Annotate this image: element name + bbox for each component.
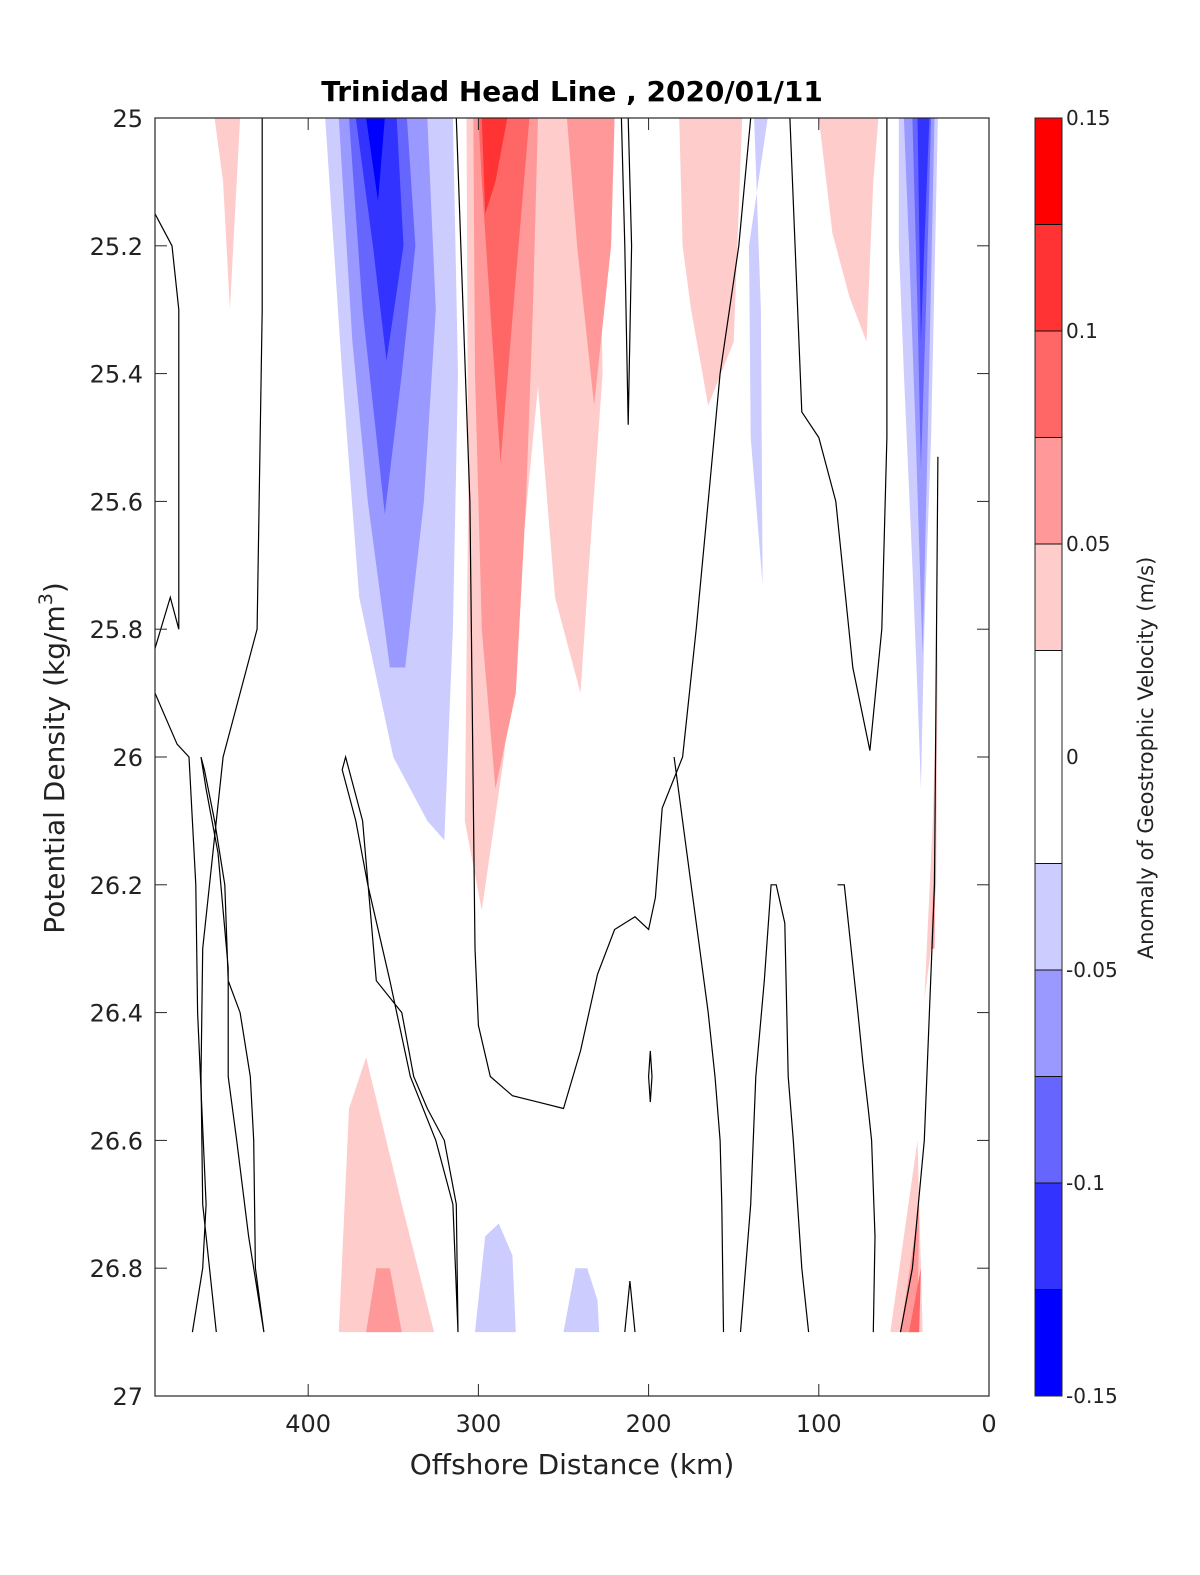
zero-contour-line-12 [837,884,876,1333]
y-tick-label: 26.8 [90,1255,143,1283]
filled-region-10 [566,118,615,406]
colorbar-tick-label: -0.15 [1066,1384,1118,1408]
x-tick-label: 0 [981,1410,996,1438]
filled-region-23 [563,1268,600,1333]
filled-region-9 [481,118,508,214]
zero-contour-line-10 [789,118,888,751]
y-tick-label: 25 [112,105,143,133]
filled-region-19 [931,789,937,949]
colorbar-swatch-0 [1035,118,1062,225]
zero-contour-line-13 [899,456,939,1333]
filled-region-20 [338,1057,435,1333]
x-tick-label: 100 [796,1410,842,1438]
colorbar-tick-label: 0.15 [1066,106,1111,130]
colorbar-tick-label: 0.05 [1066,532,1111,556]
zero-contour-line-1 [155,692,207,1333]
colorbar-swatch-9 [1035,1183,1062,1290]
y-tick-label: 26.6 [90,1127,143,1155]
filled-region-21 [366,1268,402,1333]
colorbar-swatch-10 [1035,1289,1062,1396]
y-axis-label-superscript: 3 [35,593,57,605]
filled-region-25 [900,1204,920,1333]
x-axis: 400 300 200 100 0 [285,118,997,1438]
colorbar-swatch-4 [1035,544,1062,651]
zero-contour-line-11 [739,884,810,1333]
colorbar-frame [1034,117,1063,1397]
y-tick-label: 26.4 [90,1000,143,1028]
zero-contour-line-4 [341,754,459,1333]
zero-contour-line-0 [155,213,180,649]
zero-contour-line-5 [455,118,752,1110]
x-tick-label: 400 [285,1410,331,1438]
colorbar: 0.15 0.1 0.05 0 -0.05 -0.1 -0.15 [1034,106,1118,1408]
zero-contour-line-9 [673,756,725,1333]
filled-contours [214,118,938,1333]
zero-contour-line-7 [647,1050,653,1103]
filled-region-8 [478,118,530,464]
zero-contour-line-2 [200,118,263,1333]
colorbar-swatch-3 [1035,437,1062,544]
colorbar-swatch-6 [1035,863,1062,970]
filled-region-22 [475,1223,516,1333]
filled-region-12 [749,118,768,585]
colorbar-tick-label: 0 [1066,745,1079,769]
y-tick-label: 27 [112,1383,143,1411]
colorbar-swatch-8 [1035,1076,1062,1183]
y-tick-label: 26.2 [90,872,143,900]
y-tick-label: 25.6 [90,488,143,516]
filled-region-13 [818,118,879,342]
y-tick-label: 25.8 [90,616,143,644]
y-tick-label: 26 [112,744,143,772]
colorbar-label: Anomaly of Geostrophic Velocity (m/s) [1134,557,1158,960]
chart-title: Trinidad Head Line , 2020/01/11 [321,75,823,108]
zero-contour-line-3 [200,756,265,1333]
y-axis-label: Potential Density (kg/m3) [35,582,71,934]
zero-contour-line-8 [624,1280,636,1333]
filled-region-17 [917,118,930,342]
filled-region-5 [366,118,385,202]
plot-area [154,117,990,1397]
filled-region-26 [909,1268,921,1333]
y-axis-label-close: ) [38,582,71,593]
y-tick-label: 25.2 [90,233,143,261]
zero-contour-line-6 [620,118,633,425]
y-tick-label: 25.4 [90,361,143,389]
colorbar-tick-label: 0.1 [1066,319,1098,343]
colorbar-swatch-7 [1035,970,1062,1077]
colorbar-swatch-5 [1035,650,1062,864]
colorbar-swatch-1 [1035,224,1062,331]
zero-contours [155,118,939,1333]
colorbar-tick-label: -0.1 [1066,1171,1105,1195]
x-axis-label: Offshore Distance (km) [410,1448,735,1481]
filled-region-4 [355,118,404,361]
colorbar-swatch-2 [1035,331,1062,438]
y-axis: 25 25.2 25.4 25.6 25.8 26 26.2 26.4 26.6 26.8 27 [90,105,989,1411]
filled-region-0 [214,118,241,310]
x-tick-label: 200 [626,1410,672,1438]
colorbar-tick-label: -0.05 [1066,958,1118,982]
x-tick-label: 300 [455,1410,501,1438]
y-axis-label-main: Potential Density (kg/m [38,605,71,934]
